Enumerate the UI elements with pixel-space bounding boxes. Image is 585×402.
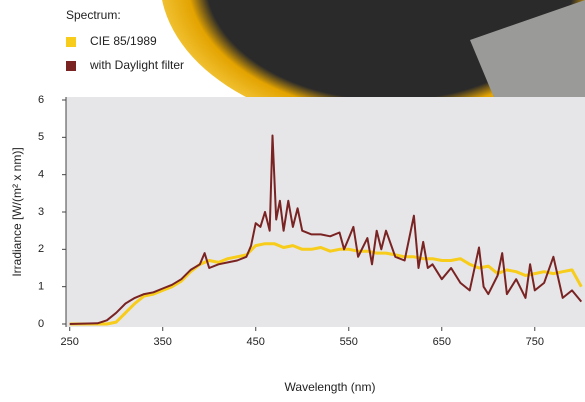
x-tick-label: 750	[526, 336, 544, 348]
legend-title: Spectrum:	[66, 8, 121, 22]
x-tick-label: 650	[433, 336, 451, 348]
x-tick-label: 450	[247, 336, 265, 348]
y-tick-label: 4	[38, 169, 44, 181]
chart: Spectrum: Wavelength (nm) Irradiance [W/…	[0, 0, 585, 402]
y-axis-label: Irradiance [W/(m² x nm)]	[10, 147, 24, 276]
y-tick-label: 1	[38, 281, 44, 293]
x-tick-label: 350	[154, 336, 172, 348]
legend-swatch	[66, 61, 76, 71]
legend-swatch	[66, 37, 76, 47]
legend-label: CIE 85/1989	[90, 34, 157, 48]
y-tick-label: 6	[38, 94, 44, 106]
y-tick-label: 5	[38, 131, 44, 143]
x-tick-label: 550	[340, 336, 358, 348]
legend-label: with Daylight filter	[89, 58, 184, 72]
y-tick-label: 2	[38, 243, 44, 255]
x-axis-label: Wavelength (nm)	[285, 380, 376, 394]
y-tick-label: 0	[38, 318, 44, 330]
y-tick-label: 3	[38, 206, 44, 218]
x-tick-label: 250	[61, 336, 79, 348]
